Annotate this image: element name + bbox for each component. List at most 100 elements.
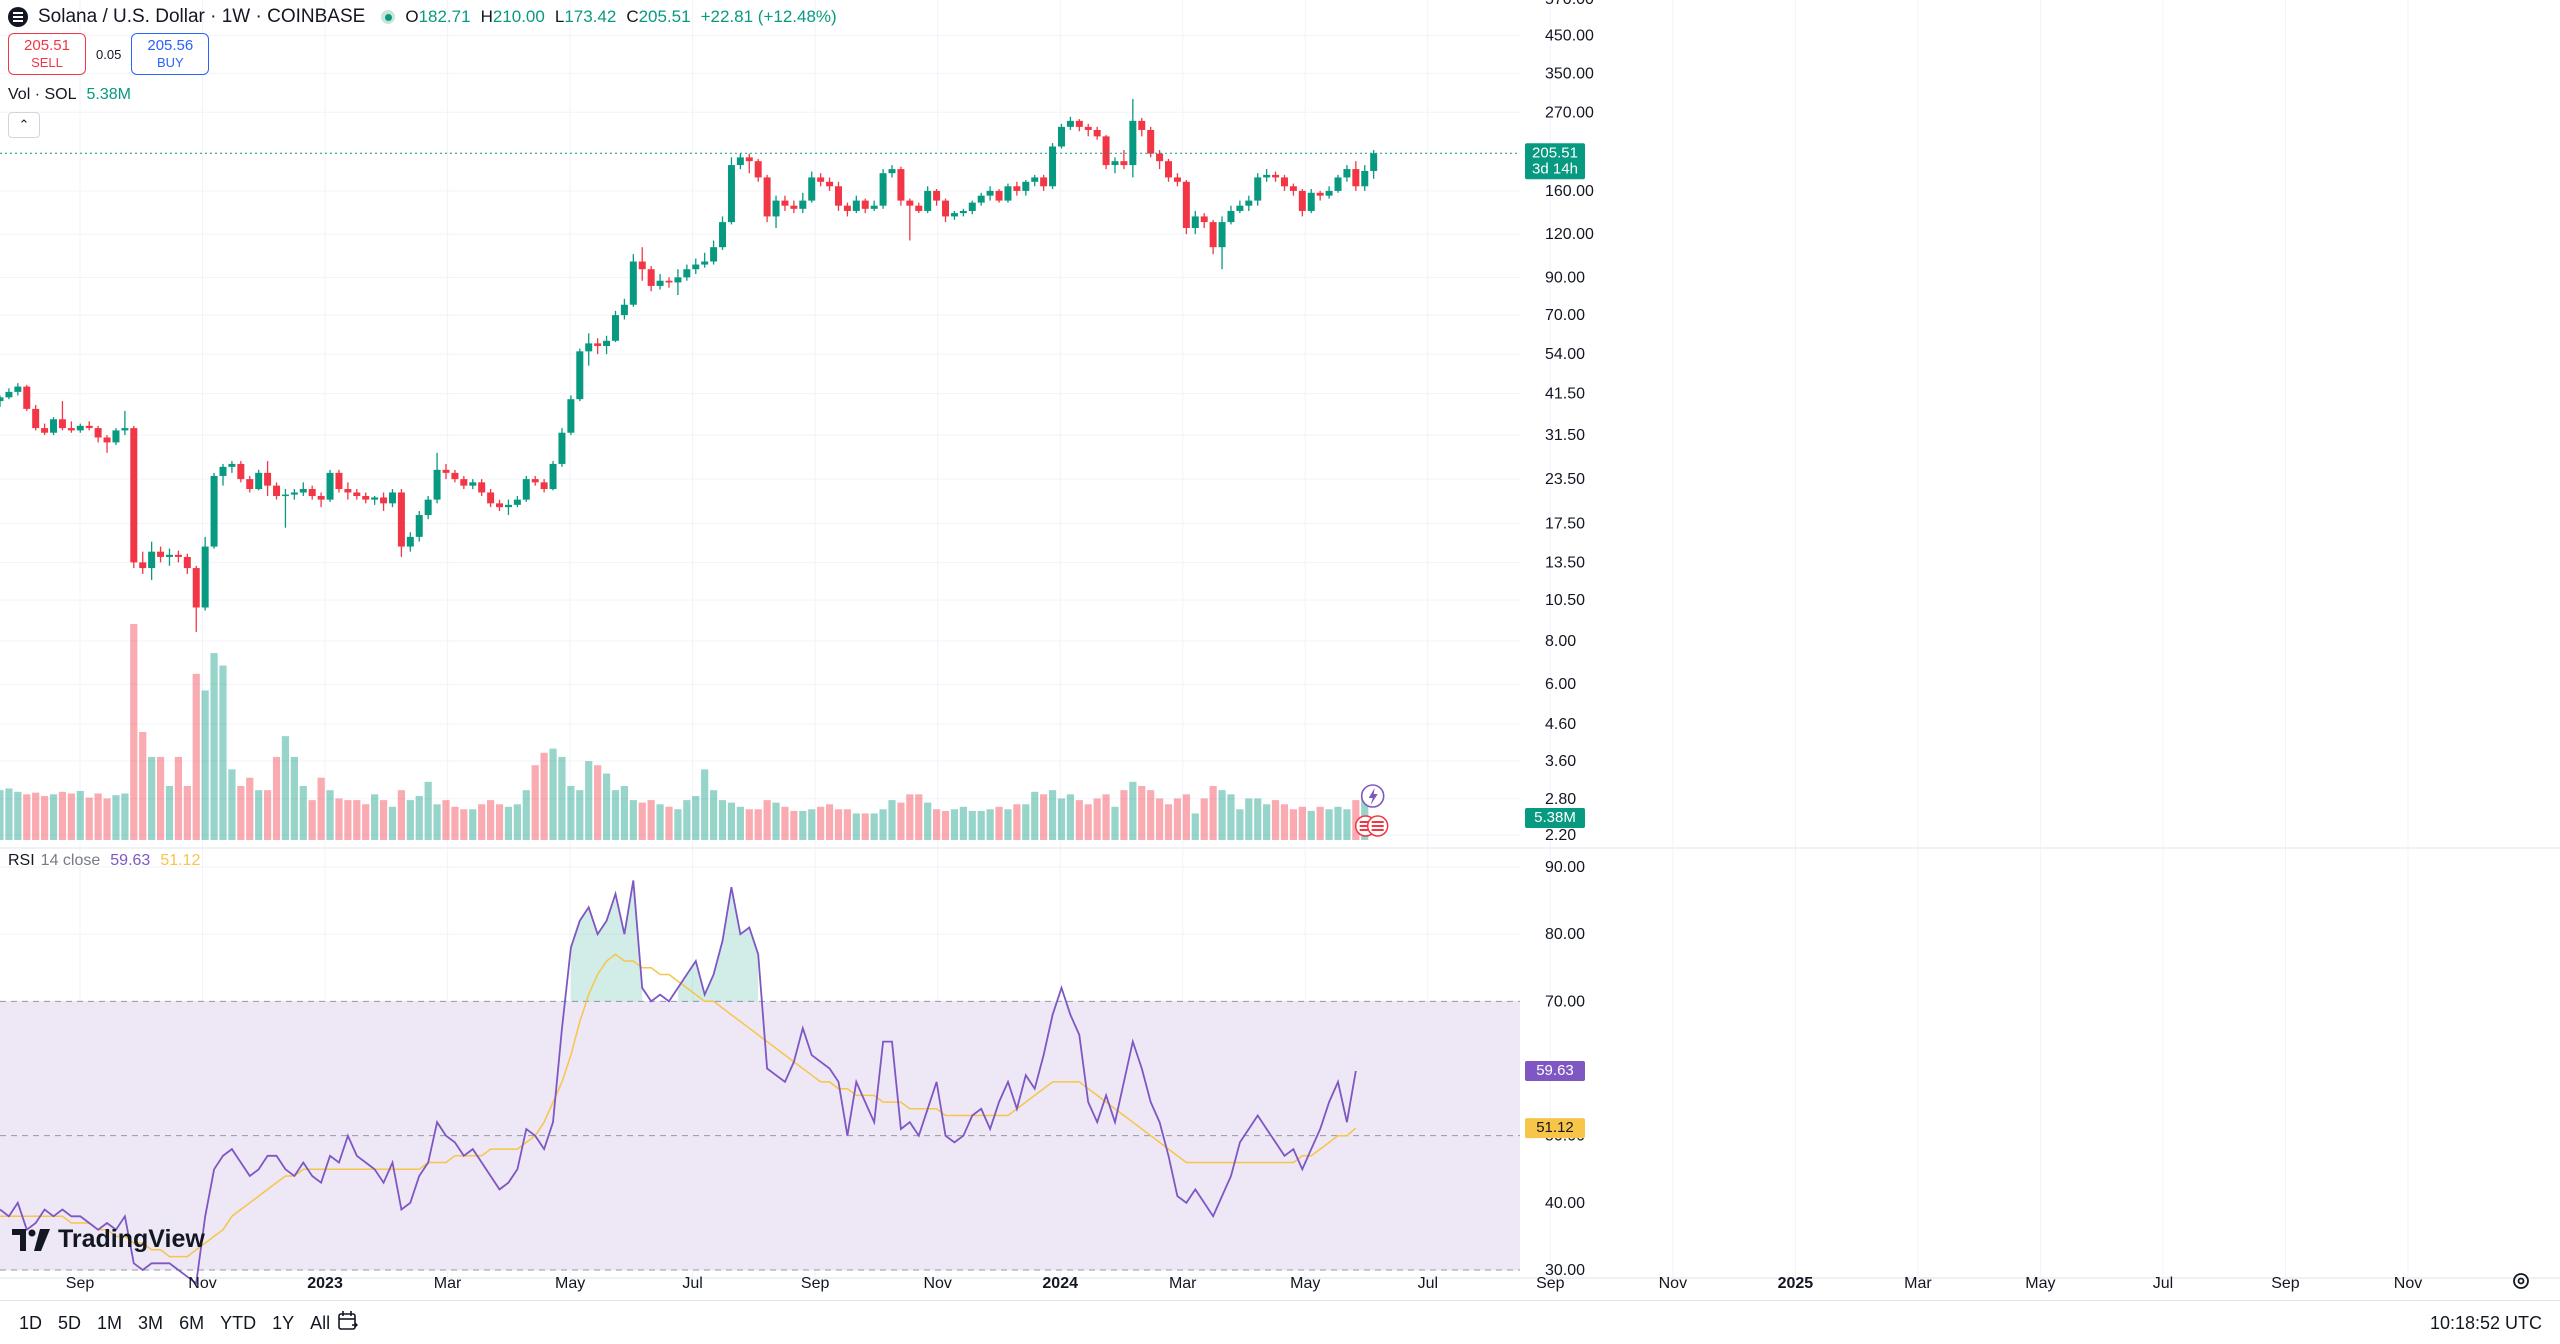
range-3m-button[interactable]: 3M [138,1313,164,1333]
gear-icon[interactable] [2510,1270,2532,1292]
candle-body [210,475,218,547]
range-6m-button[interactable]: 6M [179,1313,205,1333]
buy-button[interactable]: 205.56 BUY [131,33,210,75]
candle-body [692,264,700,270]
volume-bar [808,809,816,840]
time-tick-label: 2023 [307,1275,343,1292]
time-axis[interactable]: Sep Nov 2023 Mar May Jul Sep Nov 2024 Mar May Jul Se… [66,1275,2422,1292]
event-markers[interactable] [1354,784,1389,837]
volume-bar [442,800,450,840]
volume-bar [995,806,1003,840]
volume-bar [933,809,941,840]
candle-body [1066,120,1074,127]
us-flag-event-icon[interactable] [1354,815,1389,837]
candle-body [58,419,66,429]
price-tick-label: 350.00 [1545,65,1594,82]
volume-badge-bg [1525,808,1585,828]
candle-body [906,200,914,206]
candle-body [1325,190,1333,196]
volume-legend[interactable]: Vol · SOL 5.38M [8,86,131,104]
rsi-legend[interactable]: RSI 14 close 59.63 51.12 [8,852,200,870]
volume-label: Vol · SOL [8,86,77,103]
volume-bar [861,813,869,840]
rsi-tick-label: 30.00 [1545,1262,1585,1279]
candle-body [1361,170,1369,187]
candle-body [1120,161,1128,166]
candle-body [781,200,789,206]
volume-bar [353,800,361,840]
candle-body [112,430,120,443]
symbol-title[interactable]: Solana / U.S. Dollar · 1W · COINBASE [38,6,366,27]
volume-bar [1236,809,1244,840]
rsi-tick-label: 80.00 [1545,926,1585,943]
range-ytd-button[interactable]: YTD [220,1313,257,1333]
volume-bar [130,624,138,840]
volume-bar [49,794,58,840]
candle-body [772,200,780,217]
rsi-tick-label: 90.00 [1545,859,1585,876]
candle-body [817,177,825,182]
lightning-event-icon[interactable] [1360,784,1385,808]
volume-bar [692,795,700,840]
volume-badge-text: 5.38M [1534,809,1576,826]
volume-bar [1218,790,1226,840]
sell-label: SELL [31,55,63,70]
volume-bar [272,756,281,840]
sell-price: 205.51 [24,37,70,54]
volume-bar [504,806,513,840]
candle-body [1093,129,1101,137]
spread-value: 0.05 [96,46,122,62]
candle-body [1343,169,1351,178]
chevron-up-icon: ⌃ [18,117,30,132]
volume-bar [1307,810,1315,840]
volume-bar [1129,781,1137,840]
sell-button[interactable]: 205.51 SELL [8,33,86,75]
volume-bar [41,795,49,840]
candle-body [647,269,655,286]
tradingview-logo[interactable]: TradingView [12,1225,205,1254]
utc-clock[interactable]: 10:18:52 UTC [2429,1313,2542,1333]
collapse-legend-button[interactable]: ⌃ [8,112,40,138]
candle-body [281,494,289,497]
candle-body [513,499,521,505]
candle-body [1280,177,1288,187]
candle-body [1236,205,1244,211]
candle-body [826,181,834,187]
volume-bar [1343,809,1351,840]
close-value: 205.51 [638,7,691,26]
calendar-icon[interactable] [336,1309,360,1333]
volume-bar [1289,809,1297,840]
rsi-badge-bg [1525,1060,1585,1081]
volume-bar [718,800,727,840]
volume-bar [1004,809,1012,840]
chart-canvas[interactable]: 450.00 350.00 270.00 160.00 120.00 90.00 70.00… [0,0,2560,1300]
candle-body [1022,181,1030,191]
volume-bar [165,786,174,840]
candle-body [754,161,762,178]
volume-bar [469,809,477,840]
candle-body [290,492,298,495]
close-label: C [626,7,639,26]
range-all-button[interactable]: All [310,1313,331,1333]
rsi-tick-label: 40.00 [1545,1195,1585,1212]
candle-body [1102,136,1110,166]
candle-body [264,472,272,486]
range-5d-button[interactable]: 5D [58,1313,82,1333]
price-axis[interactable]: 450.00 350.00 270.00 160.00 120.00 90.00 70.00… [1545,0,1594,1279]
volume-bar [1173,798,1182,840]
range-1m-button[interactable]: 1M [97,1313,123,1333]
time-tick-label: Mar [1169,1275,1197,1292]
market-status-icon[interactable] [381,10,396,24]
price-badge-text: 3d 14h [1532,160,1578,177]
candle-body [1334,177,1342,191]
candle-body [1298,190,1306,211]
volume-bar [460,809,468,840]
volume-bar [763,800,771,840]
candle-body [1173,177,1181,182]
candle-body [977,195,985,203]
range-1d-button[interactable]: 1D [19,1313,43,1333]
candle-body [388,492,396,504]
candle-body [629,261,637,305]
range-1y-button[interactable]: 1Y [272,1313,295,1333]
candle-body [1289,186,1297,191]
